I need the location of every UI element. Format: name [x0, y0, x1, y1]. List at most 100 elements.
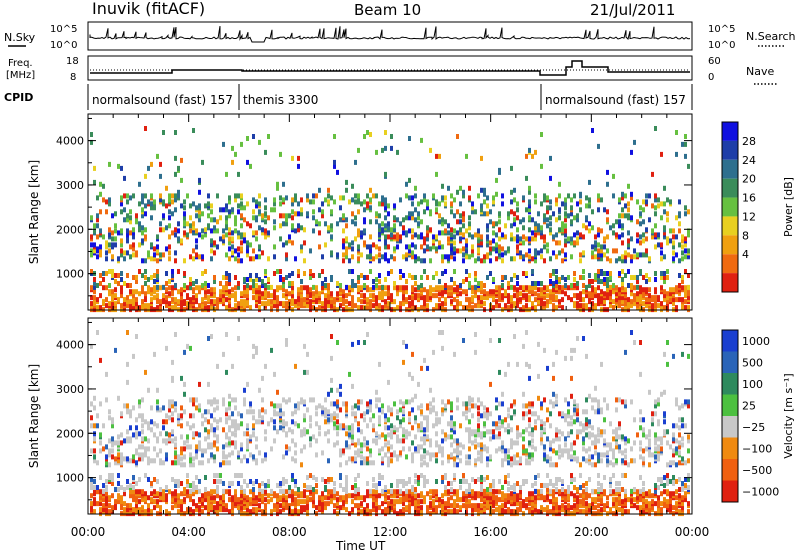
- echo-cell: [417, 293, 420, 299]
- echo-cell: [300, 505, 303, 511]
- echo-cell: [198, 432, 201, 438]
- echo-cell: [501, 275, 504, 280]
- echo-cell: [243, 431, 246, 437]
- echo-cell: [282, 481, 285, 486]
- nsearch-hi-label: 10^5: [708, 24, 735, 35]
- echo-cell: [342, 495, 345, 501]
- echo-cell: [471, 244, 474, 250]
- echo-cell: [399, 221, 402, 227]
- echo-cell: [456, 305, 459, 311]
- echo-cell: [297, 269, 300, 274]
- echo-cell: [246, 277, 249, 282]
- echo-cell: [264, 497, 267, 503]
- echo-cell: [429, 147, 432, 153]
- echo-cell: [114, 287, 117, 293]
- echo-cell: [291, 509, 294, 515]
- echo-cell: [183, 283, 186, 288]
- echo-cell: [288, 397, 291, 403]
- echo-cell: [318, 495, 321, 501]
- echo-cell: [462, 211, 465, 217]
- echo-cell: [369, 305, 372, 311]
- echo-cell: [174, 436, 177, 442]
- echo-cell: [273, 254, 276, 260]
- echo-cell: [240, 201, 243, 207]
- echo-cell: [225, 215, 228, 221]
- echo-cell: [183, 258, 186, 264]
- echo-cell: [156, 479, 159, 484]
- echo-cell: [93, 405, 96, 411]
- echo-cell: [117, 434, 120, 440]
- echo-cell: [198, 303, 201, 309]
- echo-cell: [267, 499, 270, 505]
- echo-cell: [543, 238, 546, 244]
- echo-cell: [636, 284, 639, 290]
- echo-cell: [249, 242, 252, 248]
- echo-cell: [474, 284, 477, 290]
- echo-cell: [429, 285, 432, 291]
- echo-cell: [375, 493, 378, 499]
- echo-cell: [297, 287, 300, 293]
- echo-cell: [396, 291, 399, 297]
- echo-cell: [105, 250, 108, 256]
- echo-cell: [327, 391, 330, 397]
- echo-cell: [402, 491, 405, 497]
- echo-cell: [600, 248, 603, 254]
- echo-cell: [318, 230, 321, 236]
- echo-cell: [174, 479, 177, 484]
- echo-cell: [330, 195, 333, 201]
- echo-cell: [210, 427, 213, 433]
- echo-cell: [426, 228, 429, 234]
- echo-cell: [153, 499, 156, 505]
- echo-cell: [216, 425, 219, 431]
- echo-cell: [432, 193, 435, 199]
- echo-cell: [552, 293, 555, 299]
- echo-cell: [684, 242, 687, 248]
- echo-cell: [375, 438, 378, 444]
- echo-cell: [633, 254, 636, 260]
- echo-cell: [99, 244, 102, 250]
- echo-cell: [324, 495, 327, 501]
- echo-cell: [108, 248, 111, 254]
- echo-cell: [258, 450, 261, 456]
- echo-cell: [420, 491, 423, 497]
- echo-cell: [432, 287, 435, 293]
- echo-cell: [672, 240, 675, 246]
- echo-cell: [186, 438, 189, 444]
- echo-cell: [129, 493, 132, 499]
- echo-cell: [243, 205, 246, 211]
- echo-cell: [144, 297, 147, 303]
- echo-cell: [249, 273, 252, 278]
- echo-cell: [138, 399, 141, 405]
- echo-cell: [108, 283, 111, 288]
- echo-cell: [264, 456, 267, 462]
- echo-cell: [192, 295, 195, 301]
- echo-cell: [414, 446, 417, 452]
- echo-cell: [468, 273, 471, 278]
- echo-cell: [339, 391, 342, 397]
- echo-cell: [669, 199, 672, 205]
- echo-cell: [336, 419, 339, 425]
- echo-cell: [582, 269, 585, 274]
- echo-cell: [189, 425, 192, 431]
- echo-cell: [141, 452, 144, 458]
- echo-cell: [489, 338, 492, 343]
- echo-cell: [111, 269, 114, 274]
- echo-cell: [318, 221, 321, 227]
- echo-cell: [198, 505, 201, 511]
- echo-cell: [516, 275, 519, 280]
- echo-cell: [180, 434, 183, 440]
- echo-cell: [258, 497, 261, 503]
- echo-cell: [303, 258, 306, 264]
- echo-cell: [171, 399, 174, 405]
- echo-cell: [642, 301, 645, 307]
- echo-cell: [153, 351, 156, 357]
- echo-cell: [159, 299, 162, 305]
- echo-cell: [90, 269, 93, 274]
- echo-cell: [156, 387, 159, 393]
- echo-cell: [309, 489, 312, 495]
- echo-cell: [273, 299, 276, 305]
- echo-cell: [231, 495, 234, 501]
- echo-cell: [468, 427, 471, 433]
- echo-cell: [609, 284, 612, 290]
- echo-cell: [492, 429, 495, 435]
